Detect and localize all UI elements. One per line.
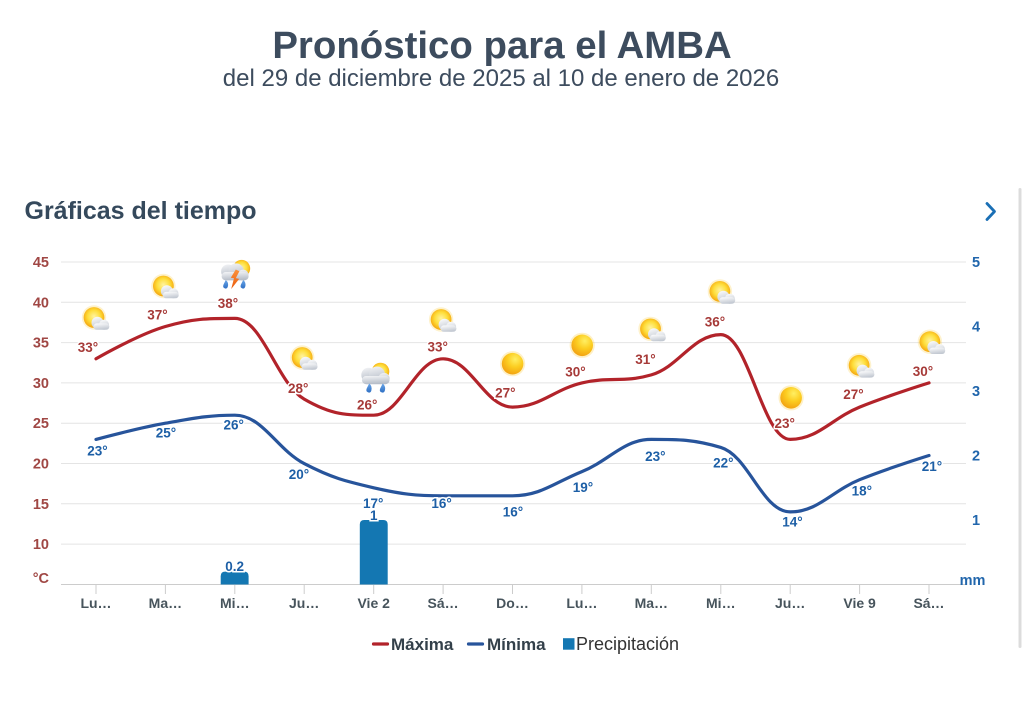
svg-text:40: 40 — [33, 295, 49, 311]
svg-text:26°: 26° — [357, 397, 377, 412]
svg-text:°C: °C — [33, 571, 50, 587]
svg-text:26°: 26° — [223, 417, 243, 432]
svg-text:38°: 38° — [218, 296, 238, 311]
svg-text:27°: 27° — [843, 387, 863, 402]
svg-text:Vie 2: Vie 2 — [357, 595, 390, 611]
svg-text:37°: 37° — [147, 307, 167, 322]
svg-text:Vie 9: Vie 9 — [843, 595, 876, 611]
svg-text:3: 3 — [972, 384, 980, 400]
svg-text:Mi…: Mi… — [220, 595, 250, 611]
svg-text:Ma…: Ma… — [635, 595, 668, 611]
svg-text:27°: 27° — [495, 385, 515, 400]
svg-text:16°: 16° — [503, 505, 523, 520]
svg-text:Mínima: Mínima — [487, 635, 546, 654]
svg-text:0.2: 0.2 — [225, 559, 244, 574]
svg-text:18°: 18° — [852, 483, 872, 498]
svg-text:Ju…: Ju… — [289, 595, 319, 611]
svg-text:Ju…: Ju… — [775, 595, 805, 611]
svg-text:Do…: Do… — [496, 595, 529, 611]
svg-text:16°: 16° — [431, 496, 451, 511]
svg-text:21°: 21° — [922, 459, 942, 474]
svg-text:Sá…: Sá… — [913, 595, 944, 611]
svg-text:20: 20 — [33, 457, 49, 473]
svg-text:25: 25 — [33, 416, 49, 432]
svg-text:1: 1 — [972, 513, 980, 529]
svg-text:17°: 17° — [363, 496, 383, 511]
svg-text:45: 45 — [33, 255, 49, 271]
svg-text:Sá…: Sá… — [428, 595, 459, 611]
svg-text:25°: 25° — [156, 425, 176, 440]
svg-text:36°: 36° — [705, 315, 725, 330]
svg-text:Lu…: Lu… — [80, 595, 111, 611]
svg-text:19°: 19° — [573, 480, 593, 495]
svg-text:30°: 30° — [565, 365, 585, 380]
svg-text:33°: 33° — [78, 340, 98, 355]
svg-text:23°: 23° — [87, 443, 107, 458]
svg-text:Ma…: Ma… — [149, 595, 182, 611]
svg-text:22°: 22° — [713, 456, 733, 471]
svg-text:15: 15 — [33, 497, 49, 513]
svg-text:1: 1 — [370, 508, 378, 523]
svg-text:30°: 30° — [913, 364, 933, 379]
svg-text:Gráficas del tiempo: Gráficas del tiempo — [25, 197, 257, 225]
svg-text:30: 30 — [33, 376, 49, 392]
svg-text:33°: 33° — [427, 340, 447, 355]
svg-text:Mi…: Mi… — [706, 595, 736, 611]
svg-text:del 29 de diciembre de 2025 al: del 29 de diciembre de 2025 al 10 de ene… — [223, 65, 779, 92]
svg-text:2: 2 — [972, 449, 980, 465]
svg-text:35: 35 — [33, 336, 49, 352]
svg-text:23°: 23° — [645, 449, 665, 464]
svg-text:14°: 14° — [782, 515, 802, 530]
svg-text:Pronóstico para el AMBA: Pronóstico para el AMBA — [272, 24, 731, 67]
svg-text:Lu…: Lu… — [566, 595, 597, 611]
svg-text:31°: 31° — [635, 352, 655, 367]
svg-text:Precipitación: Precipitación — [576, 634, 679, 654]
svg-text:Máxima: Máxima — [391, 635, 454, 654]
svg-text:20°: 20° — [289, 467, 309, 482]
svg-text:4: 4 — [972, 320, 980, 336]
svg-text:5: 5 — [972, 255, 980, 271]
svg-text:mm: mm — [960, 573, 986, 589]
svg-text:23°: 23° — [774, 416, 794, 431]
svg-text:28°: 28° — [288, 381, 308, 396]
svg-text:10: 10 — [33, 537, 49, 553]
